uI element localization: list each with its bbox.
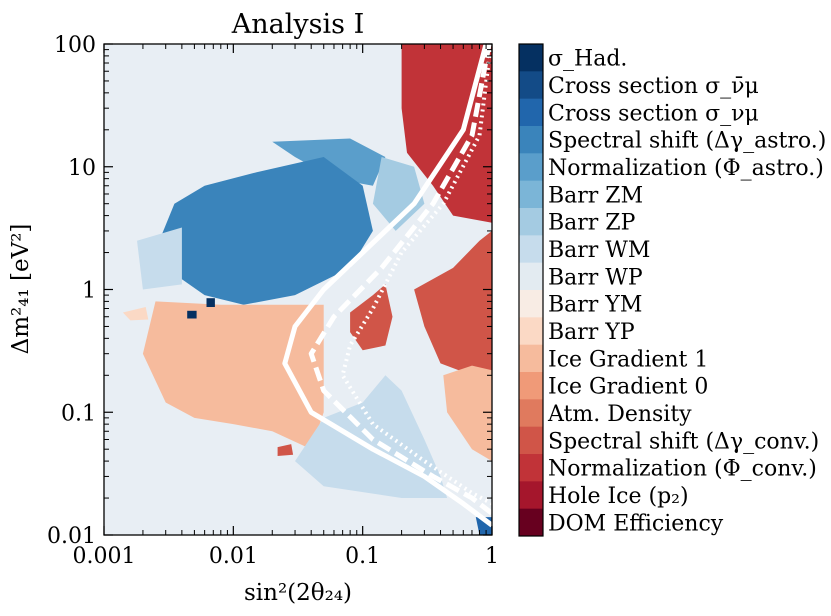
contour-dashed: [308, 44, 492, 516]
contour-layer: [282, 44, 492, 528]
x-tick-label-1: 0.01: [209, 544, 258, 569]
legend-swatch-9: [519, 290, 543, 318]
legend-label-3: Spectral shift (Δγ_astro.): [548, 129, 826, 154]
legend-label-9: Barr YM: [548, 293, 642, 318]
legend-label-6: Barr ZP: [548, 211, 636, 236]
legend-label-1: Cross section σ_ν̄μ: [548, 74, 759, 99]
y-tick-label-1: 0.1: [61, 401, 96, 426]
region-2: [161, 157, 373, 305]
legend-swatch-3: [519, 126, 543, 154]
legend-label-5: Barr ZM: [548, 183, 643, 208]
contour-dotted: [340, 44, 492, 506]
region-8: [350, 284, 393, 351]
legend-swatch-15: [519, 454, 543, 482]
legend-swatch-2: [519, 98, 543, 127]
chart-title: Analysis I: [231, 9, 364, 40]
region-10: [443, 365, 492, 462]
legend-label-4: Normalization (Φ_astro.): [548, 156, 824, 181]
legend-swatch-7: [519, 235, 543, 264]
legend-label-14: Spectral shift (Δγ_conv.): [548, 429, 819, 454]
legend-label-2: Cross section σ_νμ: [548, 101, 759, 126]
y-tick-label-2: 1: [82, 279, 96, 304]
x-axis-label: sin²(2θ₂₄): [244, 580, 352, 606]
legend-swatch-4: [519, 153, 543, 182]
legend-label-0: σ_Had.: [548, 47, 627, 72]
legend-swatch-0: [519, 44, 543, 72]
legend-label-10: Barr YP: [548, 320, 635, 345]
legend-label-15: Normalization (Φ_conv.): [548, 457, 817, 482]
x-tick-label-3: 1: [485, 544, 499, 569]
legend-label-16: Hole Ice (p₂): [548, 484, 689, 509]
legend-label-12: Ice Gradient 0: [548, 375, 708, 400]
legend-label-7: Barr WM: [548, 238, 650, 263]
y-tick-label-0: 0.01: [47, 524, 96, 549]
region-4: [372, 157, 425, 231]
legend-label-8: Barr WP: [548, 265, 643, 290]
legend-label-13: Atm. Density: [547, 402, 692, 427]
legend-swatch-8: [519, 262, 543, 291]
region-13: [206, 298, 215, 307]
legend-label-11: Ice Gradient 1: [548, 347, 708, 372]
legend-swatch-12: [519, 372, 543, 400]
legend-swatch-5: [519, 180, 543, 209]
x-tick-label-2: 0.1: [345, 544, 380, 569]
y-tick-label-3: 10: [68, 156, 96, 181]
legend-swatch-13: [519, 399, 543, 428]
legend-label-17: DOM Efficiency: [548, 511, 724, 536]
legend-swatch-17: [519, 508, 543, 537]
y-tick-label-4: 100: [54, 33, 96, 58]
y-axis-label: Δm²₄₁ [eV²]: [8, 224, 34, 355]
contour-solid: [282, 44, 492, 528]
region-9: [414, 230, 492, 376]
region-3: [137, 227, 182, 290]
region-5: [142, 301, 324, 450]
region-14: [187, 310, 197, 319]
region-11: [277, 444, 294, 456]
x-tick-label-0: 0.001: [73, 544, 136, 569]
legend-swatch-11: [519, 344, 543, 373]
legend-swatch-14: [519, 426, 543, 455]
region-0: [401, 44, 492, 223]
legend-swatch-1: [519, 71, 543, 100]
legend-swatch-16: [519, 481, 543, 510]
region-6: [122, 307, 149, 321]
legend-swatch-10: [519, 317, 543, 346]
colorbar-frame: [518, 43, 544, 537]
legend-swatch-6: [519, 208, 543, 236]
